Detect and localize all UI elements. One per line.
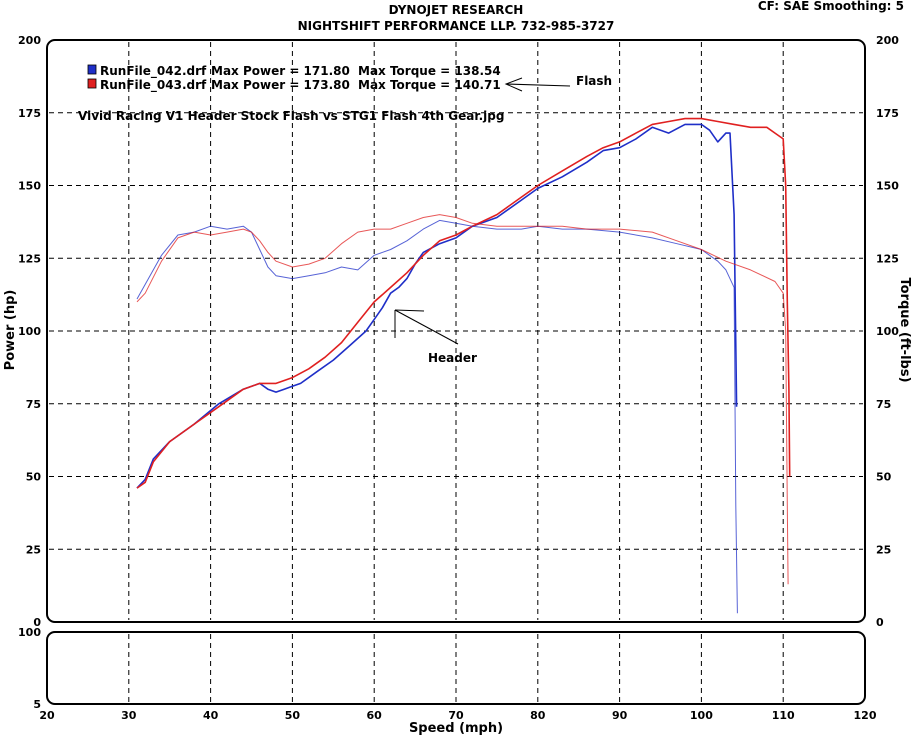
right-tick-50: 50	[876, 471, 892, 484]
x-tick-20: 20	[39, 709, 55, 722]
chart-title: Vivid Racing V1 Header Stock Flash vs ST…	[78, 109, 504, 123]
right-tick-200: 200	[876, 34, 899, 47]
right-tick-125: 125	[876, 252, 899, 265]
flash-arrow-head	[504, 77, 523, 92]
sub-plot-frame	[46, 631, 866, 705]
left-tick-labels: 0 25 50 75 100 125 150 175 200	[18, 34, 41, 629]
series-layer	[136, 117, 791, 614]
x-tick-40: 40	[203, 709, 219, 722]
header-line-2: NIGHTSHIFT PERFORMANCE LLP. 732-985-3727	[298, 19, 615, 33]
right-tick-175: 175	[876, 107, 899, 120]
x-tick-70: 70	[448, 709, 464, 722]
left-tick-0: 0	[33, 616, 41, 629]
y-axis-right-label: Torque (ft-lbs)	[897, 277, 912, 382]
left-tick-175: 175	[18, 107, 41, 120]
legend-power-run042: Max Power = 171.80	[211, 64, 350, 78]
flash-label: Flash	[576, 74, 612, 88]
legend-swatch-run042	[87, 64, 97, 75]
x-tick-80: 80	[530, 709, 546, 722]
right-tick-100: 100	[876, 325, 899, 338]
sub-grid	[128, 634, 784, 702]
legend-file-run042: RunFile_042.drf	[100, 64, 207, 79]
x-tick-50: 50	[285, 709, 301, 722]
x-tick-90: 90	[612, 709, 628, 722]
right-tick-0: 0	[876, 616, 884, 629]
x-tick-120: 120	[854, 709, 877, 722]
x-tick-60: 60	[367, 709, 383, 722]
left-tick-125: 125	[18, 252, 41, 265]
header-annotation: Header	[394, 309, 477, 365]
left-tick-150: 150	[18, 180, 41, 193]
left-tick-75: 75	[26, 398, 41, 411]
legend-file-run043: RunFile_043.drf	[100, 78, 207, 93]
header-label: Header	[428, 351, 477, 365]
right-tick-labels: 0 25 50 75 100 125 150 175 200	[876, 34, 899, 629]
header-line-1: DYNOJET RESEARCH	[389, 3, 524, 17]
header-arrow-line	[394, 309, 459, 345]
legend-torque-run043: Max Torque = 140.71	[358, 78, 501, 92]
sub-tick-5: 5	[33, 698, 41, 711]
main-grid	[49, 42, 863, 620]
series-run043-power	[136, 117, 791, 489]
legend-swatch-run043	[87, 78, 97, 89]
x-tick-labels: 20 30 40 50 60 70 80 90 100 110 120	[39, 709, 876, 722]
series-run042-torque	[136, 219, 738, 614]
legend: RunFile_042.drf Max Power = 171.80 Max T…	[87, 64, 501, 93]
left-tick-100: 100	[18, 325, 41, 338]
x-tick-110: 110	[772, 709, 795, 722]
sub-tick-labels: 100 5	[18, 626, 41, 711]
x-tick-30: 30	[121, 709, 137, 722]
left-tick-25: 25	[26, 543, 41, 556]
flash-arrow-line	[505, 83, 571, 87]
series-run043-torque	[136, 214, 789, 585]
header-arrow-tick-b	[394, 309, 425, 312]
right-tick-25: 25	[876, 543, 891, 556]
y-axis-left-label: Power (hp)	[3, 290, 18, 371]
sub-tick-100: 100	[18, 626, 41, 639]
x-tick-100: 100	[690, 709, 713, 722]
flash-annotation: Flash	[504, 74, 612, 92]
settings-label: CF: SAE Smoothing: 5	[758, 0, 904, 13]
legend-power-run043: Max Power = 173.80	[211, 78, 350, 92]
legend-torque-run042: Max Torque = 138.54	[358, 64, 501, 78]
left-tick-200: 200	[18, 34, 41, 47]
right-tick-150: 150	[876, 180, 899, 193]
x-axis-label: Speed (mph)	[409, 721, 503, 735]
right-tick-75: 75	[876, 398, 891, 411]
left-tick-50: 50	[26, 471, 42, 484]
